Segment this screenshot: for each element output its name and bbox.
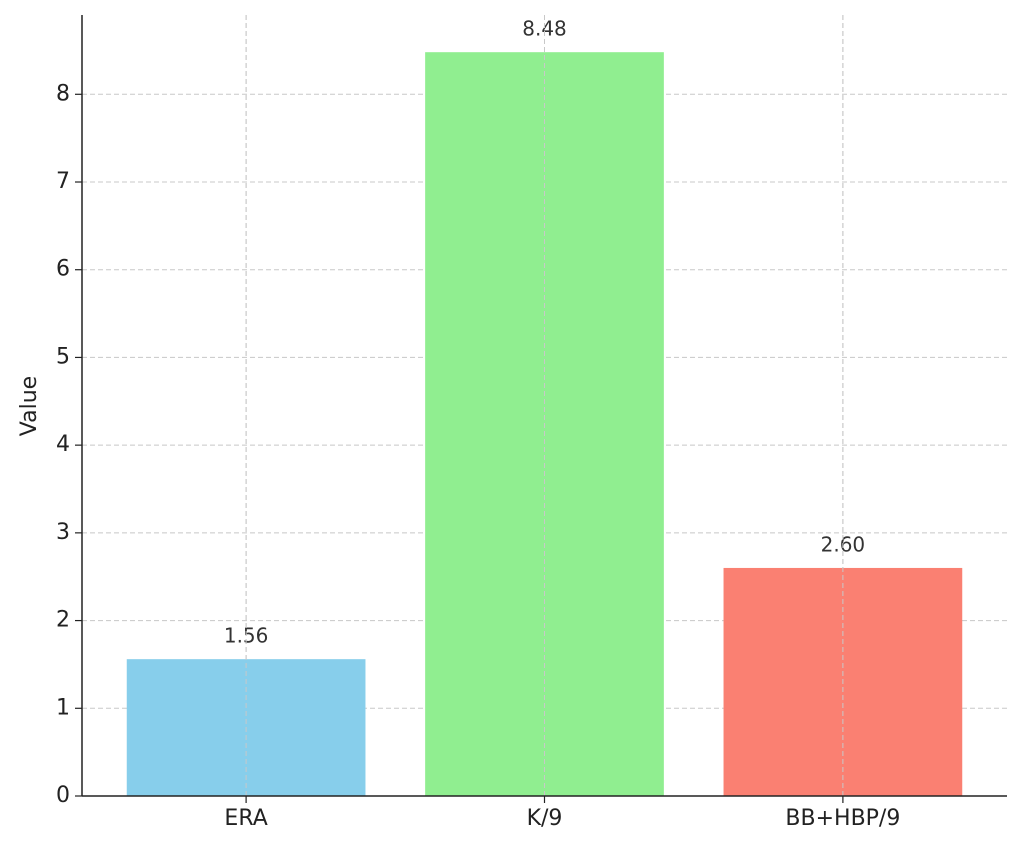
x-tick-label: K/9: [527, 806, 563, 831]
y-tick-label: 4: [56, 432, 70, 457]
y-tick-label: 0: [56, 783, 70, 808]
y-tick-label: 1: [56, 695, 70, 720]
y-tick-label: 8: [56, 81, 70, 106]
y-tick-label: 5: [56, 344, 70, 369]
x-tick-label: BB+HBP/9: [785, 806, 900, 831]
x-tick-label: ERA: [224, 806, 267, 831]
value-label: 8.48: [522, 17, 567, 41]
y-tick-label: 3: [56, 520, 70, 545]
y-axis-label: Value: [17, 376, 42, 436]
y-tick-label: 7: [56, 169, 70, 194]
y-tick-label: 2: [56, 608, 70, 633]
y-tick-label: 6: [56, 257, 70, 282]
